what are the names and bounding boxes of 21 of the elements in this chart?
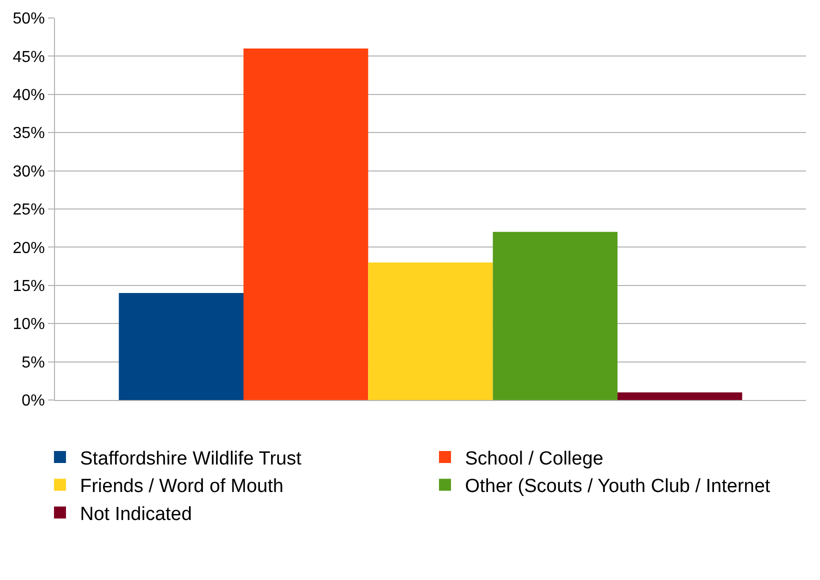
y-tick-label: 30% [12,163,45,180]
y-tick-label: 45% [12,48,45,66]
y-tick-label: 0% [22,392,45,410]
bar [118,293,244,400]
legend-label: Other (Scouts / Youth Club / Internet [464,476,771,498]
bar [368,262,493,400]
y-tick-label: 10% [12,316,45,334]
bar [244,48,368,400]
bar [492,232,618,400]
y-tick-label: 25% [12,202,45,219]
y-tick-label: 50% [12,10,45,28]
y-tick-label: 40% [12,87,45,104]
y-tick-label: 15% [12,278,45,295]
legend-label: School / College [464,448,604,470]
y-tick-label: 20% [12,240,45,257]
legend-label: Friends / Word of Mouth [80,476,284,498]
legend-label: Not Indicated [80,504,192,525]
y-tick-label: 5% [22,354,45,372]
bar [618,392,742,400]
y-tick-label: 35% [12,125,45,142]
legend-label: Staffordshire Wildlife Trust [80,448,302,470]
